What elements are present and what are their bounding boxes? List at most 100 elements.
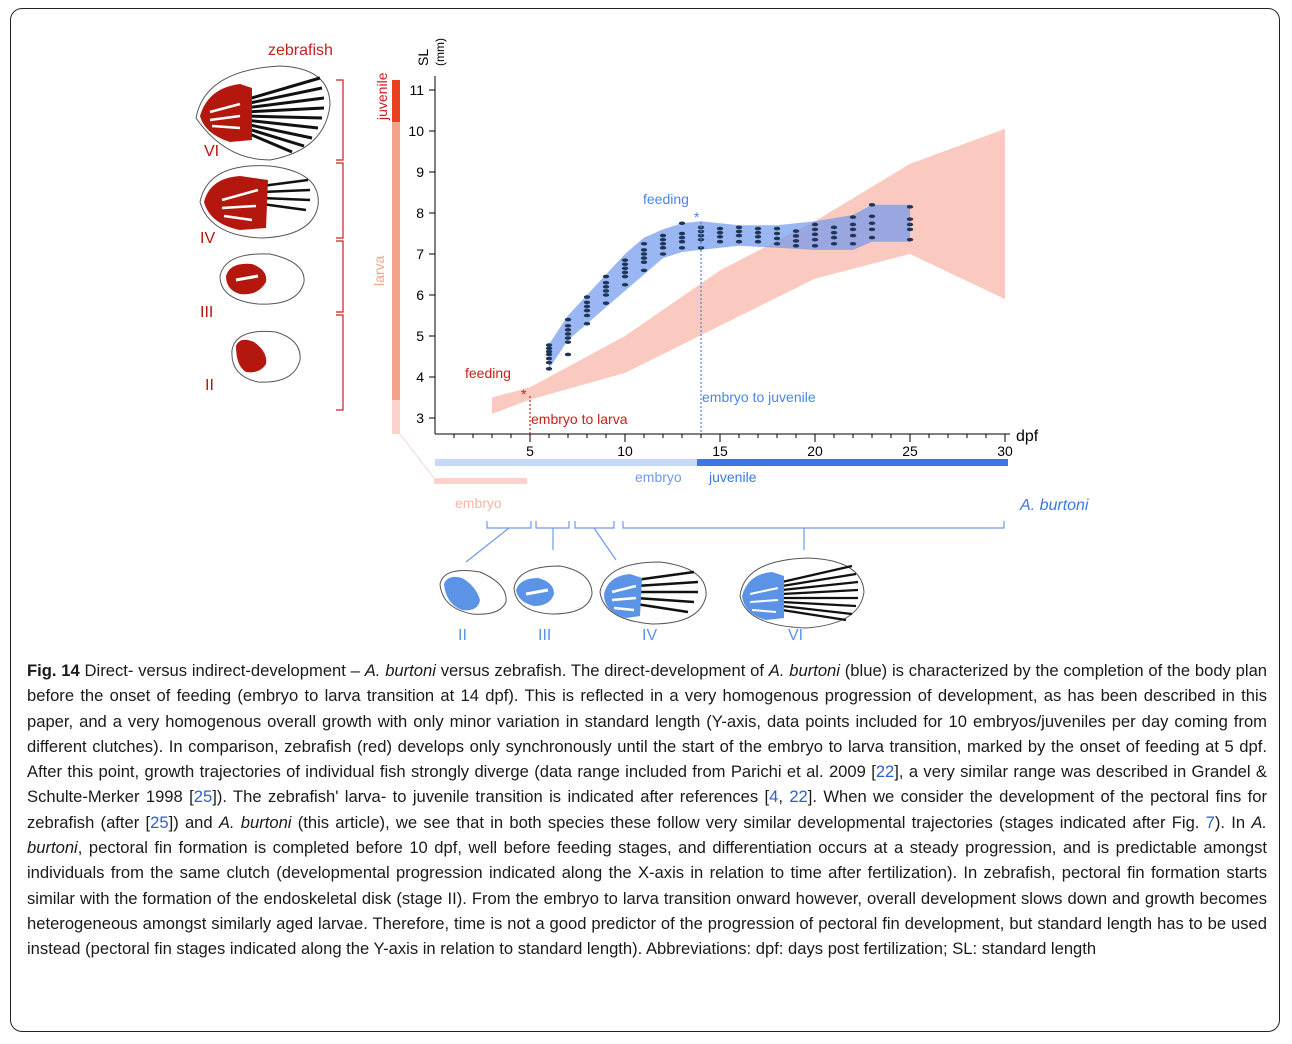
x-axis-label: dpf bbox=[1016, 428, 1039, 445]
aburtoni-feeding-star: * bbox=[694, 209, 700, 225]
data-point bbox=[811, 222, 819, 227]
caption-segment: , pectoral fin formation is completed be… bbox=[27, 838, 1267, 959]
data-point bbox=[545, 346, 553, 351]
aburtoni-juvenile-bar bbox=[697, 459, 1008, 466]
caption-segment: ]). The zebrafish' larva- to juvenile tr… bbox=[212, 787, 770, 807]
caption-reference[interactable]: 4 bbox=[769, 787, 779, 807]
data-point bbox=[583, 300, 591, 305]
data-point bbox=[621, 262, 629, 267]
y-tick-label: 7 bbox=[416, 246, 424, 262]
data-point bbox=[602, 280, 610, 285]
caption-segment: A. burtoni bbox=[27, 812, 1267, 858]
aburtoni-fin-stage-vi: VI bbox=[739, 557, 865, 644]
aburtoni-fin-stage-iv: IV bbox=[599, 561, 707, 644]
data-point bbox=[583, 308, 591, 313]
data-point bbox=[602, 301, 610, 306]
data-point bbox=[811, 227, 819, 232]
zebrafish-range-band bbox=[492, 128, 1005, 414]
data-point bbox=[640, 248, 648, 252]
zebrafish-larva-bar bbox=[392, 122, 400, 400]
data-point bbox=[811, 237, 819, 242]
y-tick-label: 4 bbox=[416, 369, 424, 385]
caption-segment: versus zebrafish. The direct-development… bbox=[435, 661, 769, 680]
data-point bbox=[583, 304, 591, 309]
data-point bbox=[545, 343, 553, 347]
data-point bbox=[564, 323, 572, 328]
data-point bbox=[868, 221, 876, 226]
zebrafish-fin-stage-vi: VI bbox=[195, 65, 331, 161]
data-point bbox=[754, 226, 762, 231]
data-point bbox=[564, 352, 572, 357]
caption-reference[interactable]: 25 bbox=[193, 787, 213, 807]
x-tick-label: 15 bbox=[712, 443, 728, 459]
data-point bbox=[868, 227, 876, 232]
data-point bbox=[906, 237, 914, 242]
x-tick-label: 25 bbox=[902, 443, 918, 459]
data-point bbox=[564, 332, 572, 336]
caption-segment: A. burtoni bbox=[768, 661, 840, 680]
data-point bbox=[678, 239, 686, 244]
data-point bbox=[659, 252, 667, 256]
figure-caption: Fig. 14 Direct- versus indirect-developm… bbox=[27, 658, 1267, 962]
aburtoni-feeding-label: feeding bbox=[643, 191, 689, 207]
zebrafish-juvenile-bar bbox=[392, 80, 400, 122]
data-point bbox=[564, 336, 572, 340]
data-point bbox=[811, 244, 819, 248]
aburtoni-juvenile-label: juvenile bbox=[708, 469, 757, 485]
zebrafish-transition-label: embryo to larva bbox=[531, 411, 628, 427]
zebrafish-embryo-xbar bbox=[434, 478, 527, 484]
data-point bbox=[754, 239, 762, 244]
data-point bbox=[716, 226, 724, 231]
zebrafish-feeding-star: * bbox=[521, 386, 527, 402]
caption-segment: Direct- versus indirect-development – bbox=[79, 661, 365, 680]
data-point bbox=[868, 214, 876, 219]
data-point bbox=[773, 236, 781, 241]
zebrafish-fin-stage-iii: III bbox=[200, 253, 305, 321]
zebrafish-embryo-label: embryo bbox=[455, 495, 502, 511]
zebrafish-stage-ii-label: II bbox=[205, 377, 214, 394]
y-tick-label: 8 bbox=[416, 205, 424, 221]
y-axis-label: SL bbox=[415, 49, 431, 66]
zebrafish-juvenile-label: juvenile bbox=[374, 72, 390, 121]
zebrafish-stage-iv-label: IV bbox=[200, 230, 215, 247]
data-point bbox=[849, 215, 857, 219]
data-point bbox=[545, 349, 553, 354]
data-point bbox=[811, 232, 819, 237]
zebrafish-feeding-label: feeding bbox=[465, 365, 511, 381]
caption-reference[interactable]: 22 bbox=[875, 762, 895, 782]
data-point bbox=[659, 237, 667, 242]
y-tick-label: 9 bbox=[416, 164, 424, 180]
caption-reference[interactable]: 22 bbox=[789, 787, 808, 807]
figure-frame bbox=[10, 8, 1280, 1032]
aburtoni-embryo-label: embryo bbox=[635, 469, 682, 485]
data-point bbox=[602, 274, 610, 279]
aburtoni-transition-label: embryo to juvenile bbox=[702, 389, 816, 405]
data-point bbox=[564, 317, 572, 322]
data-point bbox=[773, 231, 781, 236]
data-point bbox=[773, 226, 781, 231]
data-point bbox=[830, 241, 838, 246]
caption-segment: ]) and bbox=[168, 812, 219, 832]
data-point bbox=[659, 233, 667, 238]
data-point bbox=[602, 293, 610, 297]
aburtoni-title: A. burtoni bbox=[1019, 497, 1089, 514]
y-axis-unit: (mm) bbox=[433, 38, 447, 66]
data-point bbox=[621, 258, 629, 262]
y-tick-label: 11 bbox=[409, 82, 424, 98]
caption-reference[interactable]: 25 bbox=[150, 812, 169, 832]
data-point bbox=[602, 289, 610, 293]
y-tick-label: 5 bbox=[416, 328, 424, 344]
data-point bbox=[906, 217, 914, 221]
aburtoni-stage-ii-label: II bbox=[458, 627, 467, 644]
x-tick-label: 5 bbox=[526, 443, 534, 459]
data-point bbox=[564, 340, 572, 344]
figure-label: Fig. 14 bbox=[27, 661, 80, 680]
data-point bbox=[735, 239, 743, 244]
caption-reference[interactable]: 7 bbox=[1205, 812, 1215, 832]
aburtoni-fin-stage-ii: II bbox=[439, 570, 507, 644]
x-tick-label: 30 bbox=[997, 443, 1013, 459]
data-point bbox=[716, 239, 724, 244]
data-point bbox=[564, 328, 572, 332]
aburtoni-stage-vi-label: VI bbox=[788, 627, 803, 644]
x-tick-label: 10 bbox=[617, 443, 633, 459]
